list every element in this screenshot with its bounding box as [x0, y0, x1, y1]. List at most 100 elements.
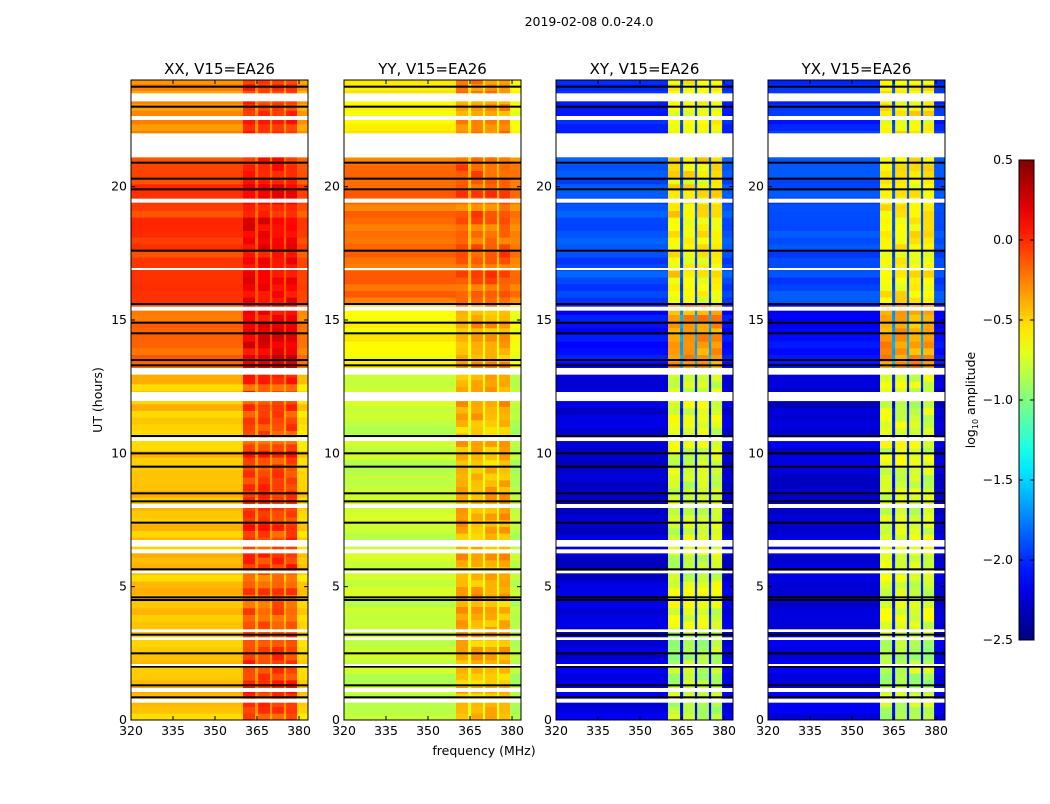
- heatmap-cell: [683, 581, 696, 589]
- heatmap-cell: [456, 573, 469, 581]
- heatmap-cell: [243, 410, 256, 418]
- heatmap-cell: [496, 620, 500, 627]
- heatmap-cell: [272, 230, 285, 238]
- heatmap-cell: [297, 530, 309, 538]
- heatmap-cell: [510, 500, 522, 507]
- heatmap-cell: [243, 204, 256, 211]
- heatmap-cell: [456, 321, 469, 329]
- heatmap-cell: [906, 581, 910, 589]
- heatmap-cell: [668, 308, 681, 315]
- heatmap-cell: [683, 494, 696, 502]
- heatmap-cell: [510, 354, 522, 362]
- heatmap-cell: [668, 468, 681, 475]
- heatmap-cell: [286, 640, 298, 647]
- heatmap-cell: [708, 217, 712, 225]
- heatmap-cell: [556, 264, 669, 271]
- heatmap-cell: [711, 680, 723, 687]
- heatmap-cell: [906, 666, 910, 674]
- heatmap-cell: [283, 217, 287, 225]
- heatmap-cell: [668, 237, 681, 245]
- heatmap-cell: [131, 581, 244, 589]
- heatmap-cell: [510, 304, 522, 309]
- heatmap-cell: [920, 554, 924, 562]
- heatmap-cell: [906, 474, 910, 482]
- heatmap-cell: [556, 713, 669, 721]
- heatmap-cell: [768, 204, 881, 211]
- heatmap-cell: [468, 270, 472, 278]
- flagged-row: [131, 306, 308, 311]
- heatmap-cell: [258, 640, 271, 647]
- heatmap-cell: [683, 441, 696, 449]
- heatmap-cell: [344, 341, 457, 349]
- heatmap-cell: [668, 653, 681, 661]
- heatmap-cell: [923, 700, 935, 707]
- heatmap-cell: [485, 706, 498, 714]
- heatmap-cell: [668, 621, 681, 629]
- heatmap-cell: [722, 401, 734, 409]
- heatmap-cell: [496, 613, 500, 621]
- heatmap-cell: [283, 457, 287, 465]
- heatmap-cell: [272, 430, 285, 438]
- heatmap-cell: [258, 410, 271, 418]
- heatmap-cell: [283, 404, 287, 411]
- heatmap-cell: [880, 354, 893, 362]
- heatmap-cell: [269, 614, 273, 622]
- heatmap-cell: [499, 493, 511, 501]
- heatmap-cell: [909, 414, 922, 422]
- heatmap-cell: [510, 620, 522, 627]
- heatmap-cell: [258, 217, 271, 225]
- heatmap-cell: [485, 513, 498, 521]
- heatmap-cell: [895, 414, 908, 422]
- heatmap-cell: [456, 606, 469, 614]
- heatmap-cell: [909, 334, 922, 342]
- heatmap-cell: [510, 217, 522, 225]
- heatmap-cell: [496, 354, 500, 362]
- blank-row: [768, 652, 945, 655]
- heatmap-cell: [297, 304, 309, 309]
- panel-title: YX, V15=EA26: [801, 60, 912, 78]
- blank-row: [344, 696, 521, 699]
- heatmap-cell: [283, 700, 287, 707]
- heatmap-cell: [468, 190, 472, 198]
- heatmap-cell: [510, 640, 522, 647]
- heatmap-cell: [269, 264, 273, 271]
- heatmap-cell: [243, 244, 256, 251]
- heatmap-cell: [269, 164, 273, 171]
- heatmap-cell: [482, 680, 486, 687]
- heatmap-cell: [880, 328, 893, 335]
- heatmap-cell: [286, 117, 298, 125]
- heatmap-cell: [297, 190, 309, 198]
- heatmap-cell: [499, 386, 511, 394]
- blank-row: [131, 465, 308, 468]
- blank-row: [556, 435, 733, 437]
- heatmap-cell: [556, 204, 669, 211]
- heatmap-cell: [499, 533, 511, 541]
- heatmap-cell: [909, 421, 922, 429]
- heatmap-cell: [768, 673, 881, 681]
- heatmap-cell: [680, 217, 684, 225]
- heatmap-cell: [297, 124, 309, 131]
- heatmap-cell: [499, 500, 511, 507]
- heatmap-cell: [906, 508, 910, 515]
- heatmap-cell: [880, 468, 893, 475]
- heatmap-cell: [892, 348, 896, 355]
- heatmap-cell: [906, 110, 910, 118]
- heatmap-cell: [485, 493, 498, 501]
- heatmap-cell: [344, 446, 457, 454]
- heatmap-cell: [906, 328, 910, 335]
- heatmap-cell: [510, 673, 522, 681]
- heatmap-cell: [468, 284, 472, 291]
- heatmap-cell: [456, 217, 469, 225]
- heatmap-cell: [694, 414, 698, 422]
- heatmap-cell: [768, 308, 881, 315]
- heatmap-cell: [683, 184, 696, 191]
- heatmap-cell: [496, 526, 500, 534]
- heatmap-cell: [243, 653, 256, 661]
- heatmap-cell: [496, 264, 500, 271]
- heatmap-cell: [906, 608, 910, 615]
- flagged-row: [344, 198, 521, 203]
- heatmap-cell: [683, 314, 696, 322]
- heatmap-cell: [711, 561, 723, 569]
- blank-row: [131, 500, 308, 503]
- heatmap-cell: [471, 250, 484, 258]
